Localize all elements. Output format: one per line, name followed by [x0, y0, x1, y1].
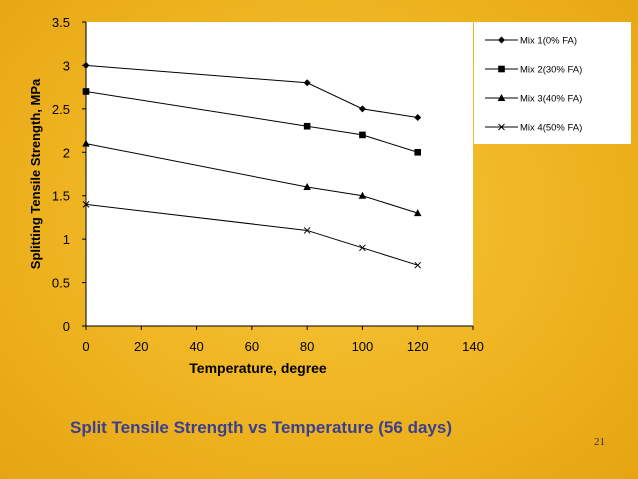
- y-tick-label: 2.5: [52, 102, 70, 117]
- data-point-series-4: [414, 261, 422, 269]
- x-tick-label: 120: [407, 339, 429, 354]
- legend-label: Mix 3(40% FA): [520, 94, 582, 105]
- data-point-series-2: [359, 131, 366, 139]
- y-tick-label: 0: [63, 319, 70, 334]
- data-point-series-2: [82, 88, 90, 95]
- x-tick-label: 140: [462, 339, 484, 354]
- x-tick-label: 40: [189, 339, 203, 354]
- legend-marker: [498, 36, 505, 44]
- slide-caption: Split Tensile Strength vs Temperature (5…: [70, 418, 452, 437]
- x-tick-label: 100: [352, 339, 374, 354]
- data-point-series-3: [303, 183, 311, 191]
- legend-marker: [498, 123, 505, 131]
- data-point-series-2: [414, 148, 422, 156]
- data-point-series-1: [303, 79, 311, 87]
- axes: 0 0.5 1 1.5 2 2.5 3 3.5 0 20 40 60 80 100 120 140: [52, 15, 484, 354]
- x-tick-label: 80: [300, 339, 314, 354]
- legend-label: Mix 1(0% FA): [520, 36, 577, 47]
- legend-box: [474, 22, 631, 144]
- y-tick-label: 0.5: [52, 276, 70, 291]
- data-point-series-3: [413, 209, 422, 217]
- y-tick-label: 1.5: [52, 189, 70, 204]
- series-line-2: [85, 90, 418, 153]
- data-point-series-4: [82, 201, 90, 208]
- y-tick-label: 3: [63, 58, 70, 73]
- legend-label: Mix 4(50% FA): [520, 123, 582, 134]
- data-point-series-4-stroke-b: [359, 244, 366, 252]
- legend-marker: [498, 65, 505, 73]
- page-number: 21: [594, 436, 605, 448]
- data-point-series-2: [303, 122, 311, 130]
- series-line-3: [85, 143, 418, 214]
- y-tick-label: 3.5: [52, 15, 70, 30]
- data-point-series-4-stroke-b: [303, 227, 311, 234]
- x-tick-label: 0: [82, 339, 89, 354]
- y-axis-title: Splitting Tensile Strength, MPa: [28, 78, 43, 269]
- legend: Mix 1(0% FA) Mix 2(30% FA) Mix 3(40% FA) Mi…: [485, 36, 582, 134]
- legend-marker-stroke-b: [498, 123, 505, 131]
- legend-marker: [497, 94, 506, 101]
- series-line-1: [85, 64, 418, 119]
- data-point-series-1: [358, 105, 366, 113]
- x-axis-title: Temperature, degree: [189, 360, 327, 376]
- data-point-series-4: [359, 244, 366, 252]
- series-line-4: [85, 203, 418, 266]
- data-point-series-4-stroke-b: [82, 201, 90, 208]
- x-tick-label: 60: [245, 339, 259, 354]
- y-tick-label: 1: [63, 232, 70, 247]
- legend-label: Mix 2(30% FA): [520, 65, 582, 76]
- data-point-series-4: [303, 227, 311, 234]
- x-tick-label: 20: [134, 339, 148, 354]
- data-point-series-1: [414, 114, 422, 122]
- plot-area: [86, 22, 473, 326]
- data-point-series-3: [82, 139, 90, 147]
- series-layer: [82, 61, 422, 269]
- y-tick-label: 2: [63, 145, 70, 160]
- data-point-series-4-stroke-b: [414, 261, 422, 269]
- data-point-series-3: [358, 191, 367, 199]
- data-point-series-1: [82, 61, 90, 69]
